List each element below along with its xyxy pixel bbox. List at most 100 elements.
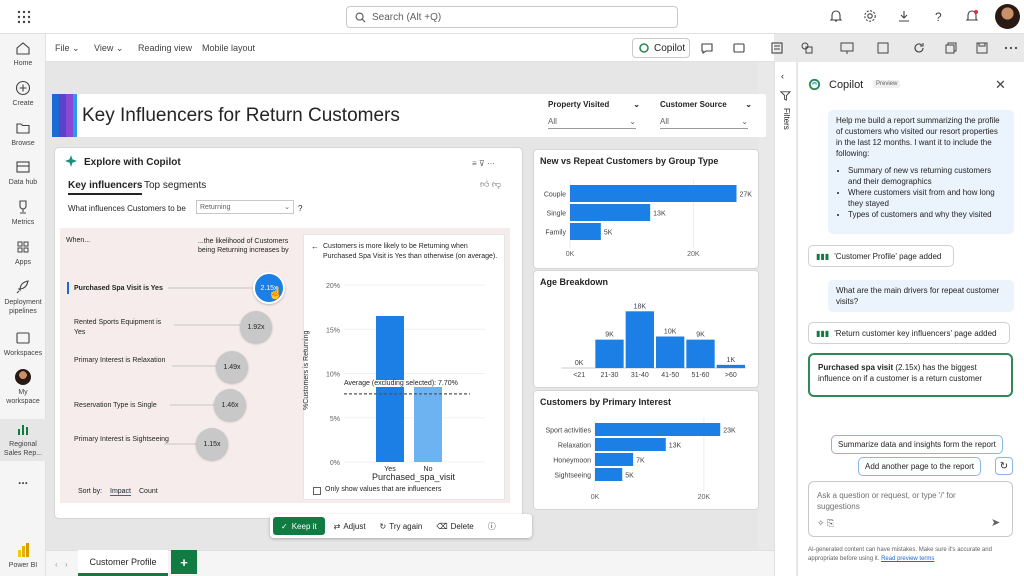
x-tick-label: 0K — [591, 494, 600, 501]
accent-stripe — [73, 94, 77, 137]
reading-view-button[interactable]: Reading view — [138, 43, 193, 53]
comment-icon[interactable] — [700, 41, 714, 55]
factor-label[interactable]: Primary Interest is Sightseeing — [74, 436, 169, 443]
filters-pane[interactable]: ‹ Filters — [774, 62, 796, 576]
copilot-input[interactable]: Ask a question or request, or type '/' f… — [808, 481, 1013, 537]
data-label: 10K — [664, 329, 677, 336]
delete-button[interactable]: ⌫ Delete — [436, 521, 474, 531]
more-options-icon[interactable] — [1004, 41, 1018, 55]
bookmark-icon[interactable] — [876, 41, 890, 55]
help-icon[interactable]: ? — [931, 9, 947, 25]
nav-apps[interactable]: Apps — [0, 239, 46, 267]
add-page-button[interactable]: + — [171, 550, 197, 574]
chevron-down-icon: ⌄ — [115, 43, 124, 53]
question-dropdown[interactable]: Returning ⌄ — [196, 200, 294, 214]
search-input[interactable]: Search (Alt +Q) — [346, 6, 678, 28]
category-label: Relaxation — [558, 443, 591, 450]
bar — [570, 223, 601, 240]
likelihood-header: ...the likelihood of Customers being Ret… — [198, 238, 289, 254]
nav-regional-sales-report[interactable]: Regional Sales Rep... — [0, 419, 46, 461]
avatar[interactable] — [995, 4, 1020, 29]
preview-terms-link[interactable]: Read preview terms — [881, 556, 935, 562]
filter-icon[interactable]: ≡ ⊽ ⋯ — [472, 159, 495, 168]
x-tick-label: 31-40 — [631, 372, 649, 379]
gear-icon[interactable] — [863, 9, 879, 25]
feedback-icon[interactable] — [965, 9, 981, 25]
factor-label[interactable]: Rented Sports Equipment is Yes — [74, 319, 162, 336]
data-label: 1K — [727, 357, 736, 364]
copilot-button[interactable]: Copilot — [632, 38, 690, 58]
report-title: Key Influencers for Return Customers — [82, 105, 400, 126]
only-influencers-checkbox[interactable] — [313, 487, 321, 495]
title-card — [52, 94, 766, 137]
next-page-icon[interactable]: › — [65, 560, 68, 569]
tab-top-segments[interactable]: Top segments — [144, 180, 207, 191]
suggestion-summarize[interactable]: Summarize data and insights form the rep… — [831, 435, 1003, 454]
mobile-layout-button[interactable]: Mobile layout — [202, 43, 256, 53]
only-influencers-label: Only show values that are influencers — [325, 486, 442, 493]
adjust-button[interactable]: ⇄ Adjust — [333, 521, 366, 531]
influence-bubble[interactable]: 1.49x — [216, 351, 248, 383]
suggestion-add-page[interactable]: Add another page to the report — [858, 457, 981, 476]
thumbs-icons[interactable]: 👍︎ 👎︎ — [480, 179, 502, 189]
teams-icon[interactable] — [732, 41, 746, 55]
x-tick-label: Yes — [384, 466, 396, 473]
slicer-property-visited[interactable]: Property Visited ⌄ All ⌄ — [548, 100, 640, 129]
nav-my-workspace[interactable]: My workspace — [0, 369, 46, 406]
x-tick-label: 0K — [566, 251, 575, 258]
nav-create[interactable]: Create — [0, 80, 46, 108]
nav-browse[interactable]: Browse — [0, 120, 46, 148]
save-icon[interactable] — [975, 41, 989, 55]
attach-icon[interactable]: ✧ ⎘ — [817, 518, 835, 528]
influence-bubble[interactable]: 1.92x — [240, 311, 272, 343]
nav-home[interactable]: Home — [0, 40, 46, 68]
send-icon[interactable]: ➤ — [991, 517, 1001, 529]
refresh-icon[interactable] — [912, 41, 926, 55]
nav-power-bi[interactable]: Power BI — [0, 542, 46, 570]
factor-label[interactable]: Reservation Type is Single — [74, 402, 157, 409]
chevron-left-icon[interactable]: ‹ — [781, 71, 784, 81]
nav-data-hub[interactable]: Data hub — [0, 159, 46, 187]
when-header: When... — [66, 237, 91, 244]
data-label: 13K — [669, 443, 682, 450]
slicer-customer-source[interactable]: Customer Source ⌄ All ⌄ — [660, 100, 752, 129]
prev-page-icon[interactable]: ‹ — [55, 560, 58, 569]
duplicate-icon[interactable] — [944, 41, 958, 55]
sort-count[interactable]: Count — [139, 488, 158, 495]
copilot-icon — [807, 77, 822, 92]
info-icon[interactable]: ⓘ — [487, 521, 496, 531]
tab-customer-profile[interactable]: Customer Profile — [78, 550, 168, 576]
nav-metrics[interactable]: Metrics — [0, 199, 46, 227]
influence-bubble[interactable]: 1.15x — [196, 428, 228, 460]
average-label: Average (excluding selected): 7.70% — [344, 380, 458, 387]
more-icon[interactable]: ... — [17, 473, 28, 487]
influence-bubble[interactable]: 1.46x — [214, 389, 246, 421]
influence-bubble[interactable]: 2.15x — [253, 272, 285, 304]
shapes-icon[interactable] — [800, 41, 814, 55]
waffle-icon[interactable] — [17, 10, 31, 24]
preview-badge: Preview — [873, 80, 901, 88]
bell-icon[interactable] — [829, 9, 845, 25]
tab-key-influencers[interactable]: Key influencers — [68, 180, 143, 195]
notes-icon[interactable] — [770, 41, 784, 55]
factor-label[interactable]: Primary Interest is Relaxation — [74, 357, 166, 364]
nav-workspaces[interactable]: Workspaces — [0, 330, 46, 358]
view-menu[interactable]: View ⌄ — [94, 43, 124, 53]
nav-deployment-pipelines[interactable]: Deployment pipelines — [0, 279, 46, 316]
file-menu[interactable]: File ⌄ — [55, 43, 80, 53]
filter-icon — [780, 90, 791, 101]
try-again-button[interactable]: ↻ Try again — [379, 521, 423, 531]
data-label: 5K — [625, 473, 634, 480]
bar — [570, 185, 737, 202]
close-icon[interactable]: ✕ — [995, 77, 1006, 92]
sort-impact[interactable]: Impact — [110, 488, 132, 496]
x-tick-label: 21-30 — [601, 372, 619, 379]
present-icon[interactable] — [840, 41, 854, 55]
back-arrow-icon[interactable]: ← — [311, 242, 319, 251]
keep-it-button[interactable]: ✓ Keep it — [273, 517, 325, 535]
download-icon[interactable] — [897, 9, 913, 25]
refresh-suggestions-icon[interactable]: ↻ — [995, 457, 1013, 475]
cursor-icon: ☝ — [268, 286, 283, 300]
detail-text: Customers is more likely to be Returning… — [323, 243, 498, 260]
factor-label[interactable]: Purchased Spa Visit is Yes — [74, 285, 163, 292]
